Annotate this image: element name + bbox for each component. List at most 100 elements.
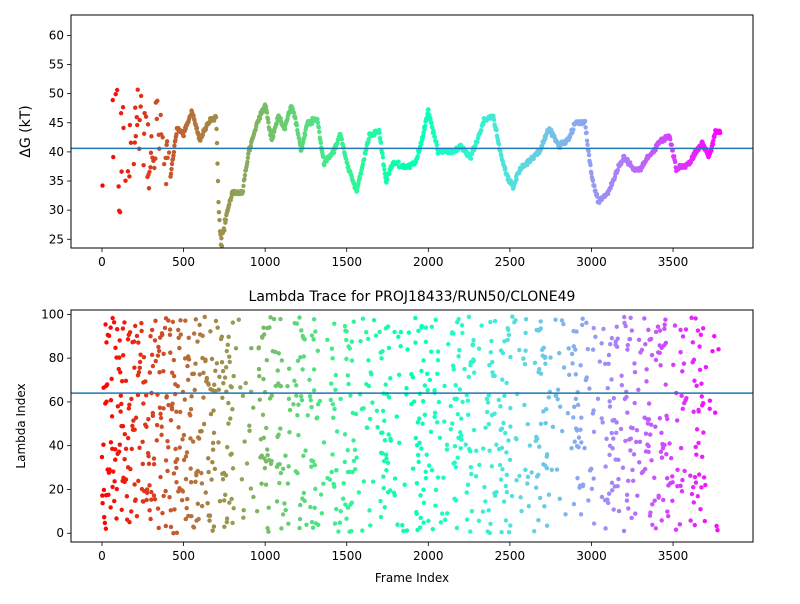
- lambda-point: [442, 419, 447, 424]
- lambda-point: [603, 464, 608, 469]
- lambda-point: [663, 382, 668, 387]
- lambda-point: [130, 423, 135, 429]
- lambda-point: [657, 416, 663, 421]
- lambda-point: [642, 316, 647, 321]
- lambda-point: [159, 432, 164, 438]
- lambda-point: [505, 337, 510, 342]
- lambda-point: [379, 356, 384, 361]
- lambda-point: [377, 329, 382, 335]
- lambda-point: [108, 398, 114, 403]
- lambda-point: [201, 421, 207, 427]
- lambda-point: [680, 406, 685, 411]
- lambda-point: [599, 341, 604, 346]
- lambda-point: [444, 447, 450, 452]
- lambda-point: [648, 336, 654, 342]
- lambda-point: [437, 435, 443, 440]
- lambda-point: [614, 344, 620, 349]
- lambda-point: [659, 430, 664, 436]
- lambda-point: [544, 465, 550, 471]
- lambda-point: [163, 488, 168, 494]
- lambda-point: [695, 328, 701, 333]
- lambda-point: [223, 473, 229, 478]
- delta-g-point: [223, 217, 229, 223]
- lambda-point: [413, 315, 418, 321]
- lambda-point: [125, 337, 131, 342]
- lambda-point: [542, 504, 547, 509]
- lambda-point: [214, 361, 220, 366]
- lambda-point: [536, 517, 541, 523]
- delta-g-point: [134, 114, 139, 120]
- lambda-point: [211, 430, 217, 436]
- lambda-point: [312, 505, 317, 511]
- lambda-axes-frame: [70, 309, 754, 543]
- lambda-point: [361, 406, 366, 411]
- lambda-point: [136, 370, 142, 375]
- delta-g-point: [380, 151, 385, 156]
- lambda-point: [206, 382, 211, 387]
- lambda-point: [446, 341, 451, 347]
- delta-g-point: [589, 171, 594, 176]
- lambda-point: [419, 323, 424, 329]
- lambda-point: [577, 485, 582, 490]
- lambda-point: [268, 315, 273, 320]
- lambda-point: [312, 462, 318, 468]
- lambda-point: [628, 448, 633, 453]
- lambda-point: [124, 494, 130, 499]
- lambda-point: [656, 493, 661, 499]
- lambda-point: [141, 354, 147, 360]
- lambda-point: [691, 357, 697, 362]
- lambda-point: [699, 394, 704, 399]
- lambda-point: [382, 418, 387, 423]
- lambda-point: [204, 375, 210, 381]
- lambda-point: [297, 502, 303, 508]
- lambda-point: [417, 525, 423, 530]
- lambda-point: [459, 433, 464, 438]
- lambda-point: [136, 478, 141, 484]
- lambda-point: [351, 458, 357, 464]
- lambda-point: [546, 492, 552, 497]
- lambda-point: [433, 503, 438, 508]
- lambda-point: [147, 370, 153, 375]
- lambda-point: [136, 340, 141, 345]
- lambda-point: [216, 440, 221, 445]
- delta-g-point: [586, 152, 592, 158]
- lambda-point: [466, 412, 471, 418]
- lambda-point: [144, 487, 150, 492]
- lambda-point: [629, 515, 634, 521]
- lambda-point: [487, 530, 492, 536]
- lambda-point: [691, 484, 696, 490]
- delta-g-point: [215, 178, 221, 184]
- delta-g-point: [582, 118, 588, 124]
- lambda-point: [354, 455, 359, 460]
- lambda-point: [565, 411, 571, 416]
- lambda-point: [330, 356, 335, 361]
- lambda-point: [385, 324, 391, 329]
- lambda-point: [697, 367, 703, 373]
- lambda-point: [300, 367, 305, 372]
- lambda-point: [482, 484, 487, 490]
- lambda-point: [163, 523, 169, 529]
- lambda-point: [342, 432, 348, 437]
- y-tick-label: 80: [49, 351, 64, 365]
- lambda-point: [499, 445, 505, 451]
- lambda-point: [309, 333, 315, 338]
- lambda-point: [450, 421, 455, 426]
- delta-g-point: [592, 183, 597, 189]
- lambda-point: [637, 439, 643, 444]
- delta-g-point: [149, 134, 154, 139]
- lambda-point: [507, 457, 513, 463]
- delta-g-point: [174, 132, 179, 137]
- delta-g-point: [711, 138, 716, 143]
- lambda-point: [171, 357, 177, 363]
- lambda-point: [503, 518, 509, 523]
- lambda-point: [286, 521, 291, 526]
- lambda-point: [469, 471, 474, 477]
- lambda-point: [309, 464, 314, 469]
- lambda-point: [100, 500, 105, 506]
- delta-g-point: [407, 165, 413, 171]
- lambda-point: [297, 516, 303, 522]
- lambda-point: [227, 354, 232, 359]
- delta-g-point: [491, 114, 496, 119]
- lambda-point: [223, 492, 228, 498]
- lambda-point: [265, 452, 270, 458]
